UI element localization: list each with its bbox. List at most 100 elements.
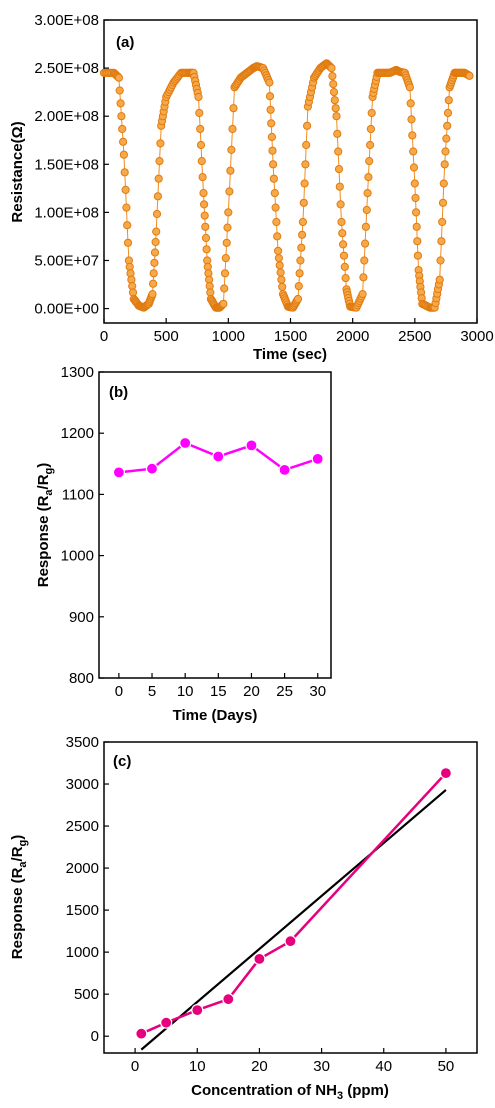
- chart-c-data-point: [160, 1016, 173, 1029]
- chart-c-y-tick-label: 1000: [66, 944, 99, 961]
- chart-a-data-point: [412, 208, 421, 217]
- chart-a-data-point: [338, 229, 347, 238]
- chart-a-data-point: [117, 112, 126, 121]
- chart-a-x-tick-label: 1000: [212, 328, 245, 345]
- chart-a-data-point: [443, 121, 452, 130]
- chart-a-data-point: [435, 275, 444, 284]
- chart-a-ticks: 0 500 1000 1500 2000 2500 3000 0.00E+00 5.00E+07…: [34, 12, 493, 345]
- chart-a-data-point: [198, 173, 207, 182]
- chart-a-data-point: [408, 131, 417, 140]
- chart-a-data-point: [156, 139, 165, 148]
- chart-b-y-label-sub-a: a: [43, 489, 55, 496]
- chart-b-data-point: [112, 466, 126, 479]
- chart-b-y-tick-label: 1100: [62, 486, 94, 503]
- chart-a-data-point: [298, 217, 307, 227]
- chart-a-data-point: [335, 182, 344, 191]
- chart-a-data-point: [151, 237, 160, 247]
- chart-c-x-tick-label: 50: [438, 1058, 455, 1075]
- chart-a-data-point: [329, 80, 338, 89]
- chart-c: 0 10 20 30 40 500500100015002000250030003500 …: [9, 734, 478, 1102]
- chart-a-y-tick-label: 1.00E+08: [34, 204, 99, 221]
- chart-a-data-point: [220, 269, 230, 278]
- chart-a-data-point: [301, 160, 310, 169]
- chart-a-data-point: [409, 163, 419, 172]
- chart-a-data-point: [299, 198, 308, 207]
- chart-a-data-point: [330, 96, 339, 105]
- chart-a-data-point: [272, 217, 281, 227]
- chart-c-x-tick-label: 20: [251, 1058, 268, 1075]
- chart-a-data-point: [436, 256, 445, 265]
- chart-a-data-point: [332, 112, 341, 121]
- chart-a-y-tick-label: 5.00E+07: [34, 252, 99, 269]
- chart-a-data-point: [364, 173, 373, 182]
- chart-a-data-point: [297, 243, 306, 252]
- chart-a-data-point: [153, 192, 162, 201]
- chart-c-frame: [103, 741, 478, 1054]
- chart-c-y-label-main: Response (R: [9, 867, 26, 959]
- chart-a-data-point: [337, 217, 346, 227]
- chart-c-data-point: [253, 952, 266, 966]
- chart-a-data-point: [270, 189, 279, 198]
- chart-a-x-tick-label: 3000: [460, 328, 493, 345]
- chart-a-x-tick-label: 2500: [398, 328, 431, 345]
- chart-a: 0 500 1000 1500 2000 2500 3000 0.00E+00 5.00E+07…: [9, 12, 494, 363]
- chart-c-y-axis-label: Response (Ra/Rg): [9, 835, 29, 960]
- chart-a-data-point: [119, 137, 128, 146]
- chart-a-data-point: [275, 261, 284, 270]
- chart-a-data-point: [358, 290, 367, 299]
- chart-b-data-point: [179, 436, 192, 450]
- chart-a-x-tick-label: 2000: [336, 328, 369, 345]
- chart-b-data-point: [212, 450, 225, 463]
- chart-b-panel-label: (b): [109, 384, 128, 401]
- chart-a-data-point: [268, 146, 277, 155]
- chart-a-data-point: [409, 147, 418, 156]
- chart-a-data-point: [334, 147, 343, 156]
- chart-a-data-point: [152, 227, 161, 236]
- chart-c-y-tick-label: 3000: [66, 776, 99, 793]
- chart-c-x-tick-label: 40: [375, 1058, 392, 1075]
- chart-a-data-point: [366, 140, 375, 150]
- chart-a-data-point: [194, 92, 203, 102]
- chart-c-x-tick-label: 30: [313, 1058, 330, 1075]
- chart-b-ticks: 0 5 10 15 20 25 30 800 900 1000 1100 1200 1300: [61, 364, 326, 700]
- chart-c-y-tick-label: 3500: [66, 734, 99, 751]
- chart-a-data-point: [116, 99, 125, 108]
- chart-b-x-tick-label: 15: [210, 683, 227, 700]
- chart-a-data-point: [303, 121, 312, 130]
- chart-a-data-point: [265, 78, 274, 87]
- chart-b-marks: [112, 436, 324, 479]
- chart-c-x-tick-label: 10: [189, 1058, 206, 1075]
- chart-a-data-point: [224, 208, 233, 217]
- chart-a-y-tick-label: 0.00E+00: [34, 301, 99, 318]
- chart-a-data-point: [222, 238, 231, 247]
- chart-a-data-point: [413, 237, 422, 246]
- chart-a-data-point: [300, 179, 309, 188]
- chart-a-data-point: [150, 248, 160, 257]
- chart-b: 0 5 10 15 20 25 30 800 900 1000 1100 1200 1300 (b) T…: [35, 364, 332, 724]
- chart-c-x-label-main: Concentration of NH: [191, 1082, 337, 1099]
- chart-a-data-point: [361, 222, 370, 231]
- chart-c-y-label-end: ): [9, 835, 26, 840]
- chart-a-data-point: [367, 108, 376, 118]
- chart-b-x-tick-label: 20: [243, 683, 260, 700]
- chart-a-data-point: [411, 193, 420, 203]
- chart-a-data-point: [228, 124, 237, 134]
- chart-a-data-point: [406, 99, 415, 108]
- chart-a-y-tick-label: 2.50E+08: [34, 60, 99, 77]
- chart-b-data-point: [145, 462, 159, 475]
- chart-a-data-point: [221, 254, 230, 263]
- chart-a-x-tick-label: 1500: [274, 328, 307, 345]
- chart-a-data-point: [405, 83, 414, 92]
- chart-c-fit-line: [140, 789, 447, 1051]
- chart-a-data-point: [334, 165, 344, 174]
- chart-a-data-point: [333, 129, 342, 138]
- chart-b-data-point: [245, 439, 258, 452]
- chart-a-data-point: [278, 282, 287, 291]
- chart-a-data-point: [195, 108, 204, 118]
- chart-a-data-point: [225, 187, 234, 196]
- chart-c-y-tick-label: 1500: [66, 902, 99, 919]
- chart-a-y-tick-label: 1.50E+08: [34, 156, 99, 173]
- chart-a-data-point: [196, 140, 206, 150]
